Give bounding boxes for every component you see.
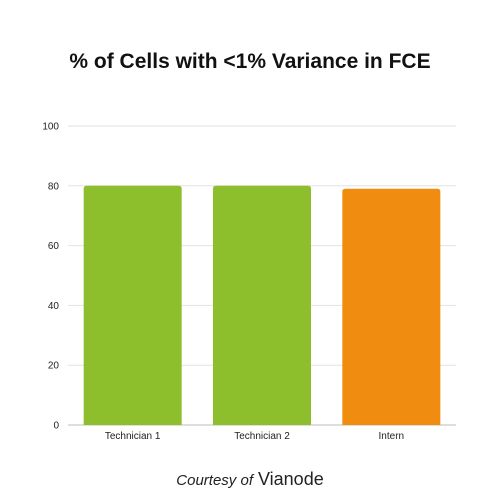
x-category-label: Intern bbox=[379, 431, 405, 442]
y-tick-label: 40 bbox=[48, 301, 60, 312]
bar-technician-1 bbox=[83, 185, 182, 425]
footer-credit: Courtesy of Vianode bbox=[0, 469, 500, 490]
brand-logo: Vianode bbox=[257, 469, 324, 489]
x-axis-labels: Technician 1 Technician 2 Intern bbox=[105, 431, 404, 442]
chart-title: % of Cells with <1% Variance in FCE bbox=[69, 50, 431, 73]
bars bbox=[83, 185, 441, 425]
y-tick-label: 80 bbox=[48, 181, 60, 192]
footer-lead: Courtesy of bbox=[176, 472, 253, 489]
x-category-label: Technician 2 bbox=[234, 431, 290, 442]
y-tick-label: 60 bbox=[48, 241, 60, 252]
bar-technician-2 bbox=[213, 185, 311, 425]
bar-intern bbox=[342, 188, 441, 425]
y-tick-label: 0 bbox=[53, 421, 59, 432]
y-axis-ticks: 0 20 40 60 80 100 bbox=[42, 122, 59, 432]
y-tick-label: 100 bbox=[42, 122, 59, 133]
y-tick-label: 20 bbox=[48, 361, 60, 372]
x-category-label: Technician 1 bbox=[105, 431, 161, 442]
